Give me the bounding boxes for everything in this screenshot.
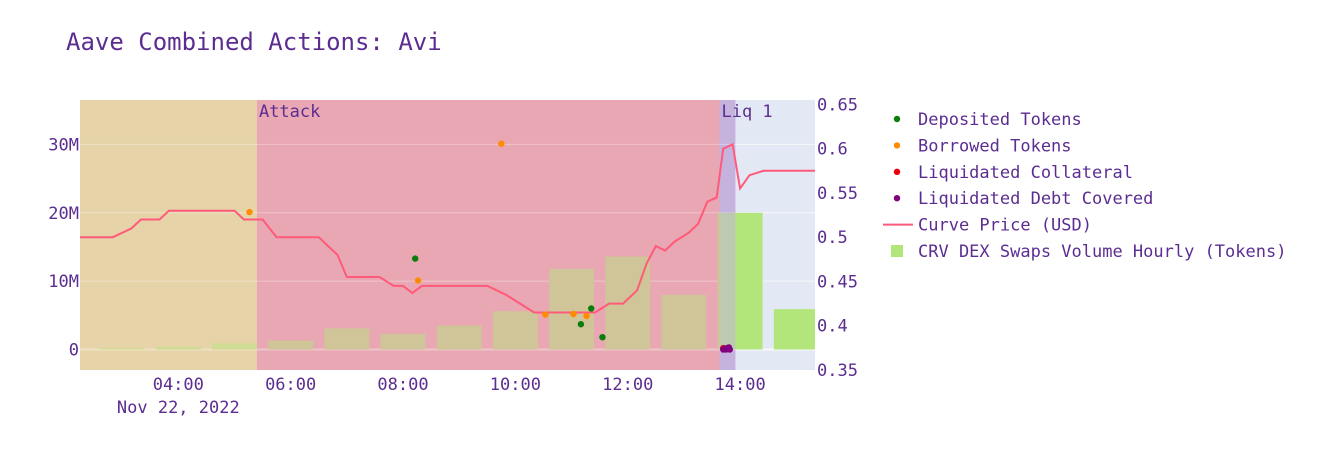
- x-date-label: Nov 22, 2022: [117, 398, 240, 418]
- y-right-tick-label: 0.6: [817, 140, 848, 160]
- legend-label: Deposited Tokens: [918, 110, 1082, 130]
- y-right-tick-label: 0.45: [817, 272, 858, 292]
- y-left-tick-label: 0: [69, 340, 79, 360]
- legend-marker: [893, 168, 901, 175]
- x-tick-label: 08:00: [377, 375, 428, 395]
- legend-label: Liquidated Collateral: [918, 163, 1133, 183]
- event-band-overlay: [719, 100, 736, 370]
- volume-bar: [773, 309, 815, 350]
- legend-label: Borrowed Tokens: [918, 136, 1072, 156]
- legend-item: Liquidated Collateral: [893, 163, 1133, 183]
- borrowed-tokens-point: [583, 312, 590, 320]
- legend-item: Curve Price (USD): [883, 216, 1092, 236]
- event-band-overlay: [256, 100, 720, 370]
- borrowed-tokens-point: [414, 277, 422, 284]
- event-band-overlay: [80, 100, 257, 370]
- deposited-tokens-point: [411, 255, 419, 262]
- legend-label: CRV DEX Swaps Volume Hourly (Tokens): [918, 242, 1286, 262]
- x-tick-label: 06:00: [265, 375, 316, 395]
- legend-marker: [893, 195, 901, 202]
- y-right-tick-label: 0.35: [817, 361, 858, 381]
- legend: Deposited Tokens Borrowed Tokens Liquidate…: [883, 110, 1286, 262]
- price-line: [80, 142, 815, 314]
- y-right-tick-label: 0.65: [817, 95, 858, 115]
- borrowed-tokens-point: [498, 140, 505, 147]
- legend-item: CRV DEX Swaps Volume Hourly (Tokens): [891, 242, 1286, 262]
- deposited-tokens-point: [599, 333, 606, 341]
- deposited-tokens-point: [577, 321, 585, 328]
- y-left-tick-label: 30M: [48, 135, 79, 155]
- x-tick-label: 10:00: [490, 375, 541, 395]
- curve-price-line: [80, 142, 815, 314]
- event-band-labels: Attack Liq 1: [259, 102, 773, 122]
- scatter-points: [246, 140, 733, 353]
- y-right-tick-label: 0.4: [817, 317, 848, 337]
- legend-label: Curve Price (USD): [918, 216, 1092, 236]
- legend-label: Liquidated Debt Covered: [918, 189, 1153, 209]
- legend-item: Deposited Tokens: [893, 110, 1082, 130]
- chart-title: Aave Combined Actions: Avi: [66, 28, 442, 56]
- borrowed-tokens-point: [246, 208, 253, 216]
- legend-marker: [893, 115, 901, 123]
- legend-marker: [893, 142, 901, 149]
- x-tick-label: 14:00: [715, 375, 766, 395]
- event-band-label: Attack: [259, 102, 320, 122]
- liquidated-debt-covered-point: [726, 346, 733, 353]
- event-band-overlays: [80, 100, 736, 370]
- y-left-tick-label: 20M: [48, 204, 79, 224]
- legend-item: Borrowed Tokens: [893, 136, 1072, 156]
- borrowed-tokens-point: [570, 310, 577, 318]
- x-tick-label: 04:00: [153, 375, 204, 395]
- y-right-tick-label: 0.5: [817, 228, 848, 248]
- axes: 0 10M 20M 30M 0.35 0.4 0.45 0.5 0.55 0.6 0.65 04:00…: [48, 95, 858, 418]
- borrowed-tokens-point: [542, 311, 549, 318]
- legend-swatch: [891, 245, 903, 257]
- y-left-tick-label: 10M: [48, 272, 79, 292]
- x-tick-label: 12:00: [602, 375, 653, 395]
- event-band-label: Liq 1: [721, 102, 772, 122]
- deposited-tokens-point: [588, 305, 595, 312]
- legend-item: Liquidated Debt Covered: [893, 189, 1153, 209]
- y-right-tick-label: 0.55: [817, 184, 858, 204]
